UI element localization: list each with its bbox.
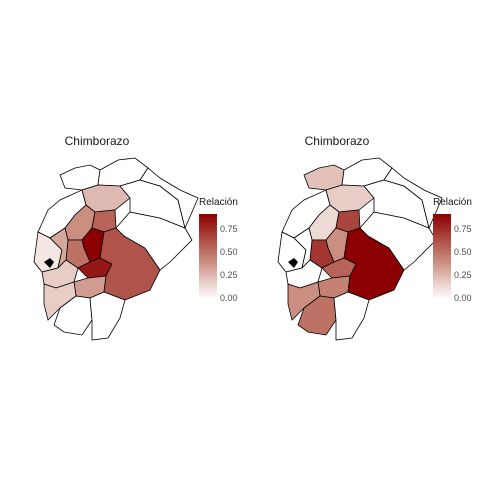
legend: Relación 0.75 0.50 0.25 0.00 — [199, 197, 238, 303]
legend-tick-label: 0.25 — [454, 270, 472, 280]
map-left-svg — [33, 157, 199, 341]
legend-colorbar — [199, 214, 217, 299]
region-tungurahua — [91, 209, 117, 233]
map-right-svg — [277, 157, 443, 341]
map-panel-left: Chimborazo Relación 0.75 0.50 0.25 0.00 — [33, 134, 238, 341]
region-urban — [288, 258, 298, 268]
legend-colorbar — [433, 214, 451, 299]
map-regions — [277, 157, 443, 341]
legend-tick-label: 0.75 — [220, 224, 238, 234]
region-loja — [53, 295, 93, 336]
legend-title: Relación — [199, 197, 238, 208]
region-sucumbios — [139, 167, 199, 230]
map-title: Chimborazo — [304, 134, 370, 148]
legend-tick-label: 0.50 — [220, 247, 238, 257]
map-title: Chimborazo — [64, 134, 130, 148]
legend-tick-label: 0.25 — [220, 270, 238, 280]
legend-tick-label: 0.00 — [220, 293, 238, 303]
legend-tick-label: 0.00 — [454, 293, 472, 303]
legend: Relación 0.75 0.50 0.25 0.00 — [433, 197, 472, 303]
region-urban — [44, 258, 54, 268]
region-zamora — [89, 291, 126, 341]
map-panel-right: Chimborazo Relación 0.75 0.50 0.25 0.00 — [240, 0, 480, 480]
region-loja — [297, 295, 337, 336]
region-tungurahua — [335, 209, 361, 233]
legend-tick-label: 0.50 — [454, 247, 472, 257]
legend-tick-label: 0.75 — [454, 224, 472, 234]
map-regions — [33, 157, 199, 341]
region-zamora — [333, 291, 370, 341]
legend-title: Relación — [433, 197, 472, 208]
region-sucumbios — [383, 167, 443, 230]
